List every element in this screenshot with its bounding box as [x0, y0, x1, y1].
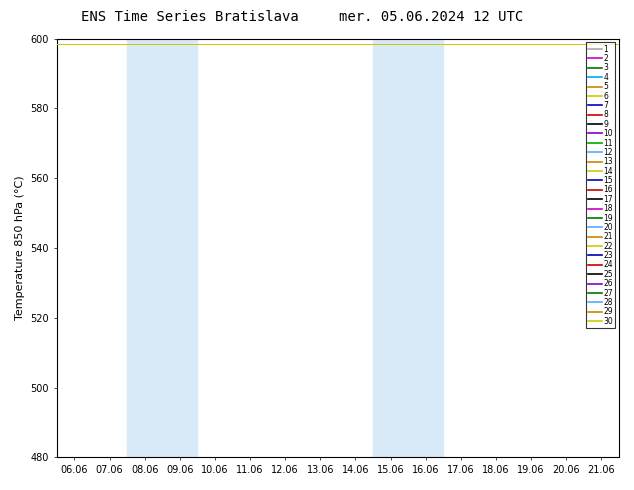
- Text: ENS Time Series Bratislava: ENS Time Series Bratislava: [81, 10, 299, 24]
- Bar: [127, 39, 197, 457]
- Text: mer. 05.06.2024 12 UTC: mer. 05.06.2024 12 UTC: [339, 10, 523, 24]
- Y-axis label: Temperature 850 hPa (°C): Temperature 850 hPa (°C): [15, 176, 25, 320]
- Bar: [373, 39, 443, 457]
- Legend: 1, 2, 3, 4, 5, 6, 7, 8, 9, 10, 11, 12, 13, 14, 15, 16, 17, 18, 19, 20, 21, 22, 2: 1, 2, 3, 4, 5, 6, 7, 8, 9, 10, 11, 12, 1…: [586, 43, 615, 328]
